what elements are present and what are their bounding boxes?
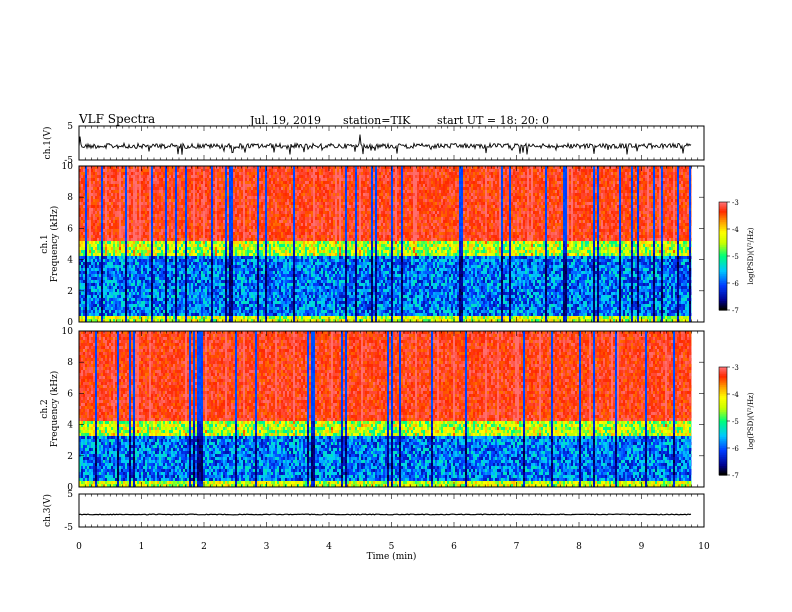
ch1-spectrogram-colorbar-ticklabel: -4 — [732, 226, 739, 234]
ch2-spectrogram-empty-region — [692, 331, 705, 487]
x-axis-label: Time (min) — [367, 551, 417, 562]
ch1-spectrogram-ytick: 4 — [67, 256, 73, 266]
ch1-spectrogram-colorbar-ticklabel: -7 — [732, 307, 739, 315]
ch1-spectrogram-ytick: 10 — [62, 162, 74, 172]
ch2-spectrogram-ytick: 10 — [62, 327, 74, 337]
ch2-spectrogram-colorbar-label: log(PSD)(V²/Hz) — [747, 392, 755, 449]
x-tick-label: 1 — [139, 542, 145, 552]
x-tick-label: 10 — [698, 542, 710, 552]
ch1-waveform-frame — [79, 126, 704, 160]
ch1-waveform-ylabel: ch.1(V) — [42, 127, 53, 160]
ch3-waveform-line — [79, 514, 691, 515]
ch2-spectrogram-colorbar-ticklabel: -4 — [732, 391, 739, 399]
x-tick-label: 6 — [451, 542, 457, 552]
x-tick-label: 4 — [326, 542, 332, 552]
x-tick-label: 5 — [389, 542, 395, 552]
ch2-spectrogram-ytick: 6 — [67, 389, 73, 399]
x-tick-label: 9 — [639, 542, 645, 552]
ch1-spectrogram-ytick: 2 — [67, 287, 73, 297]
ch1-spectrogram-ylabel-frequency: Frequency (kHz) — [49, 206, 60, 283]
ch2-spectrogram-ylabel-frequency: Frequency (kHz) — [49, 371, 60, 448]
ch1-spectrogram-ylabel-channel: ch.1 — [40, 234, 50, 253]
x-tick-label: 7 — [514, 542, 520, 552]
panels-layer — [79, 135, 727, 515]
ch1-spectrogram-colorbar-ticklabel: -5 — [732, 253, 739, 261]
ch2-spectrogram-cells — [79, 331, 693, 487]
ch1-spectrogram-ytick: 8 — [67, 193, 73, 203]
ch3-waveform-ylabel: ch.3(V) — [42, 494, 53, 527]
ch2-spectrogram-colorbar-ticklabel: -5 — [732, 418, 739, 426]
ch1-ytick-top: 5 — [67, 122, 73, 132]
ch2-spectrogram-ytick: 2 — [67, 452, 73, 462]
ch2-spectrogram-colorbar-ticklabel: -6 — [732, 445, 739, 453]
x-tick-label: 0 — [76, 542, 82, 552]
ch3-ytick-top: 5 — [67, 490, 73, 500]
x-tick-label: 8 — [576, 542, 582, 552]
ch3-ytick-bottom: -5 — [64, 523, 73, 533]
ch1-spectrogram-cells — [79, 166, 693, 322]
ch2-spectrogram-colorbar-ticklabel: -7 — [732, 472, 739, 480]
ch2-spectrogram-colorbar-ticklabel: -3 — [732, 364, 739, 372]
ch1-waveform-line — [79, 135, 691, 155]
x-tick-label: 2 — [201, 542, 207, 552]
ch2-spectrogram-ytick: 4 — [67, 421, 73, 431]
ch2-spectrogram-ylabel-channel: ch.2 — [40, 399, 50, 418]
ch1-spectrogram-colorbar-label: log(PSD)(V²/Hz) — [747, 227, 755, 284]
ch1-spectrogram-colorbar-ticklabel: -6 — [732, 280, 739, 288]
x-tick-label: 3 — [264, 542, 270, 552]
ch1-spectrogram-ytick: 6 — [67, 224, 73, 234]
ch2-spectrogram-ytick: 8 — [67, 358, 73, 368]
ch1-spectrogram-colorbar-ticklabel: -3 — [732, 199, 739, 207]
ch1-spectrogram-empty-region — [692, 166, 705, 322]
